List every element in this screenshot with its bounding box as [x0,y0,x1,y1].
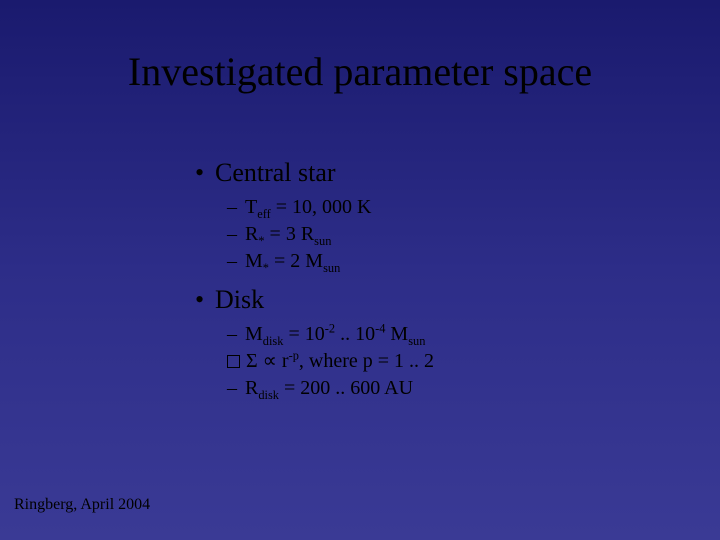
subscript: disk [258,388,279,402]
bullet-dot: • [195,285,215,315]
dash-icon: – [227,375,245,402]
sub-item: –M* = 2 Msun [227,248,434,275]
subscript: sun [323,261,340,275]
sublist-disk: –Mdisk = 10-2 .. 10-4 Msun Σ ∝ r-p, wher… [227,321,434,402]
sub-item: Σ ∝ r-p, where p = 1 .. 2 [227,348,434,375]
dash-icon: – [227,221,245,248]
subscript: sun [314,234,331,248]
footer-text: Ringberg, April 2004 [14,496,150,514]
sublist-central-star: –Teff = 10, 000 K –R* = 3 Rsun –M* = 2 M… [227,194,434,275]
dash-icon: – [227,248,245,275]
sym: R [245,377,258,399]
txt: = 10 [283,323,324,345]
bullet-central-star: •Central star [195,158,434,188]
slide-content: •Central star –Teff = 10, 000 K –R* = 3 … [195,158,434,412]
val: = 2 M [269,250,323,272]
square-icon [227,355,240,368]
sym: T [245,196,257,218]
dash-icon: – [227,194,245,221]
txt: .. 10 [335,323,375,345]
sub-item: –Rdisk = 200 .. 600 AU [227,375,434,402]
bullet-disk: •Disk [195,285,434,315]
sub-item: –Teff = 10, 000 K [227,194,434,221]
txt: ∝ r [258,350,289,372]
sub-item: –R* = 3 Rsun [227,221,434,248]
val: = 3 R [265,223,315,245]
superscript: -p [289,348,299,362]
subscript: sun [408,334,425,348]
bullet-label: Central star [215,158,336,187]
sym: R [245,223,258,245]
txt: M [385,323,408,345]
sym: M [245,250,263,272]
sub-item: –Mdisk = 10-2 .. 10-4 Msun [227,321,434,348]
superscript: -4 [375,321,385,335]
sigma: Σ [246,350,258,372]
subscript: disk [263,334,284,348]
slide-title: Investigated parameter space [0,48,720,95]
sym: M [245,323,263,345]
subscript: eff [257,207,271,221]
val: = 200 .. 600 AU [279,377,413,399]
txt: , where p = 1 .. 2 [299,350,434,372]
superscript: -2 [325,321,335,335]
bullet-label: Disk [215,285,264,314]
val: = 10, 000 K [271,196,372,218]
dash-icon: – [227,321,245,348]
bullet-dot: • [195,158,215,188]
